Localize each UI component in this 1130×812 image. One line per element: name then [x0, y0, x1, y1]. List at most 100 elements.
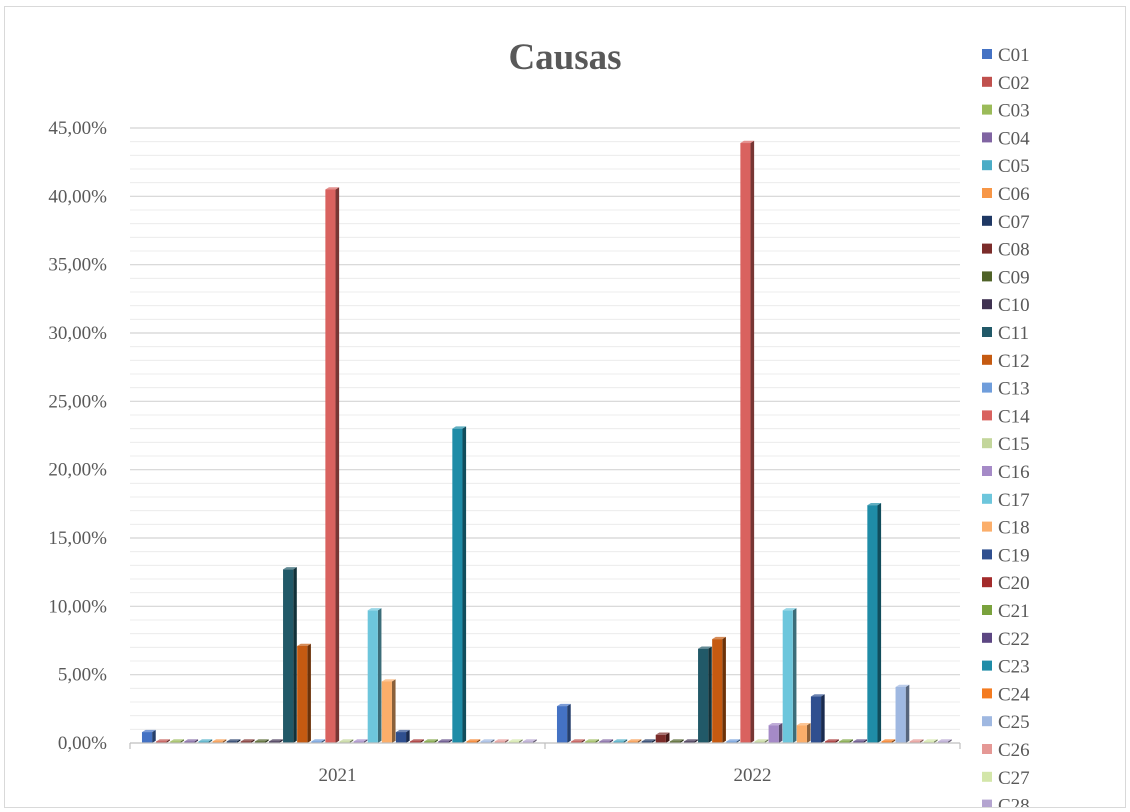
- legend-label: C09: [998, 267, 1030, 288]
- legend-swatch: [982, 577, 992, 588]
- bar-side: [391, 679, 396, 743]
- legend-swatch: [982, 327, 992, 337]
- legend-item: C07: [982, 212, 1030, 233]
- bar-side: [919, 739, 924, 743]
- legend-swatch: [982, 76, 992, 87]
- bar-top: [641, 739, 656, 742]
- bar-top: [867, 502, 882, 506]
- bar-C19-2021: [395, 729, 410, 743]
- bar-C04-2022: [599, 739, 614, 743]
- bar-front: [937, 741, 949, 743]
- bar-side: [307, 643, 311, 743]
- bar-side: [651, 739, 656, 743]
- bar-side: [750, 140, 755, 744]
- bar-top: [923, 739, 938, 742]
- bar-front: [184, 741, 195, 743]
- legend-label: C02: [998, 73, 1030, 94]
- legend-item: C13: [982, 379, 1030, 400]
- legend-label: C28: [998, 796, 1030, 807]
- bar-side: [349, 739, 354, 743]
- bar-top: [825, 739, 839, 742]
- legend-swatch: [982, 132, 992, 143]
- bar-side: [222, 739, 227, 743]
- legend-label: C16: [998, 462, 1030, 483]
- bar-side: [504, 739, 509, 743]
- bar-front: [754, 741, 765, 743]
- bar-C05-2021: [198, 739, 213, 743]
- bar-top: [754, 739, 769, 742]
- bar-top: [571, 739, 585, 742]
- y-tick-label: 10,00%: [48, 596, 107, 617]
- bar-C24-2021: [466, 739, 481, 743]
- bar-side: [533, 739, 537, 743]
- bar-top: [141, 729, 156, 733]
- bar-C22-2021: [438, 739, 452, 743]
- bar-C08-2022: [655, 732, 670, 743]
- bar-C11-2021: [283, 567, 297, 743]
- x-tick-label: 2021: [319, 765, 357, 786]
- bar-top: [353, 739, 368, 742]
- bar-front: [585, 741, 596, 743]
- x-tick-label: 2022: [734, 765, 772, 786]
- bar-front: [156, 741, 167, 743]
- bar-side: [708, 646, 712, 743]
- bar-front: [867, 505, 878, 743]
- bar-front: [740, 143, 751, 744]
- legend-layer: C01 C02 C03 C04 C05 C06 C07 C08 C09 C10 C11 C12 C13 C…: [982, 45, 1030, 812]
- bar-front: [339, 741, 350, 743]
- bar-side: [518, 739, 523, 743]
- bar-front: [410, 741, 421, 743]
- legend-label: C10: [998, 295, 1030, 316]
- legend-swatch: [982, 521, 992, 532]
- legend-label: C15: [998, 434, 1030, 455]
- bar-side: [194, 739, 199, 743]
- chart-title: Causas: [508, 37, 621, 78]
- bar-side: [377, 608, 382, 743]
- bar-side: [420, 739, 424, 743]
- y-tick-label: 0,00%: [58, 733, 107, 754]
- bar-side: [448, 739, 452, 743]
- bar-top: [156, 739, 170, 742]
- bar-side: [490, 739, 495, 743]
- bar-side: [236, 739, 241, 743]
- legend-swatch: [982, 605, 992, 615]
- bar-C03-2021: [170, 739, 184, 743]
- bar-C23-2022: [867, 502, 882, 743]
- bar-top: [212, 739, 227, 742]
- bar-side: [609, 739, 614, 743]
- bar-front: [782, 610, 793, 743]
- bar-front: [240, 741, 251, 743]
- bar-front: [669, 741, 680, 743]
- y-tick-label: 5,00%: [58, 665, 107, 686]
- legend-label: C08: [998, 240, 1030, 261]
- legend-swatch: [982, 271, 992, 282]
- legend-label: C03: [998, 101, 1030, 122]
- bar-side: [665, 732, 670, 743]
- bar-side: [462, 426, 467, 743]
- legend-item: C28: [982, 796, 1030, 812]
- bar-side: [891, 739, 896, 743]
- bar-C03-2022: [585, 739, 599, 743]
- bar-side: [581, 739, 585, 743]
- bar-side: [166, 739, 170, 743]
- bar-C18-2021: [381, 679, 396, 743]
- legend-swatch: [982, 799, 992, 810]
- bar-front: [381, 681, 392, 743]
- bar-C10-2022: [683, 739, 698, 743]
- bar-side: [406, 729, 410, 743]
- bar-top: [283, 567, 297, 570]
- bar-C01-2022: [556, 703, 571, 743]
- bar-top: [881, 739, 896, 742]
- bar-side: [595, 739, 599, 743]
- bar-top: [452, 426, 467, 429]
- bar-front: [698, 648, 709, 743]
- legend-label: C07: [998, 212, 1030, 233]
- bar-top: [508, 739, 523, 742]
- bar-front: [712, 639, 723, 743]
- legend-swatch: [982, 382, 992, 393]
- bar-top: [796, 722, 811, 726]
- legend-swatch: [982, 744, 992, 754]
- bar-top: [480, 739, 495, 742]
- bar-side: [293, 567, 297, 743]
- legend-item: C12: [982, 351, 1030, 372]
